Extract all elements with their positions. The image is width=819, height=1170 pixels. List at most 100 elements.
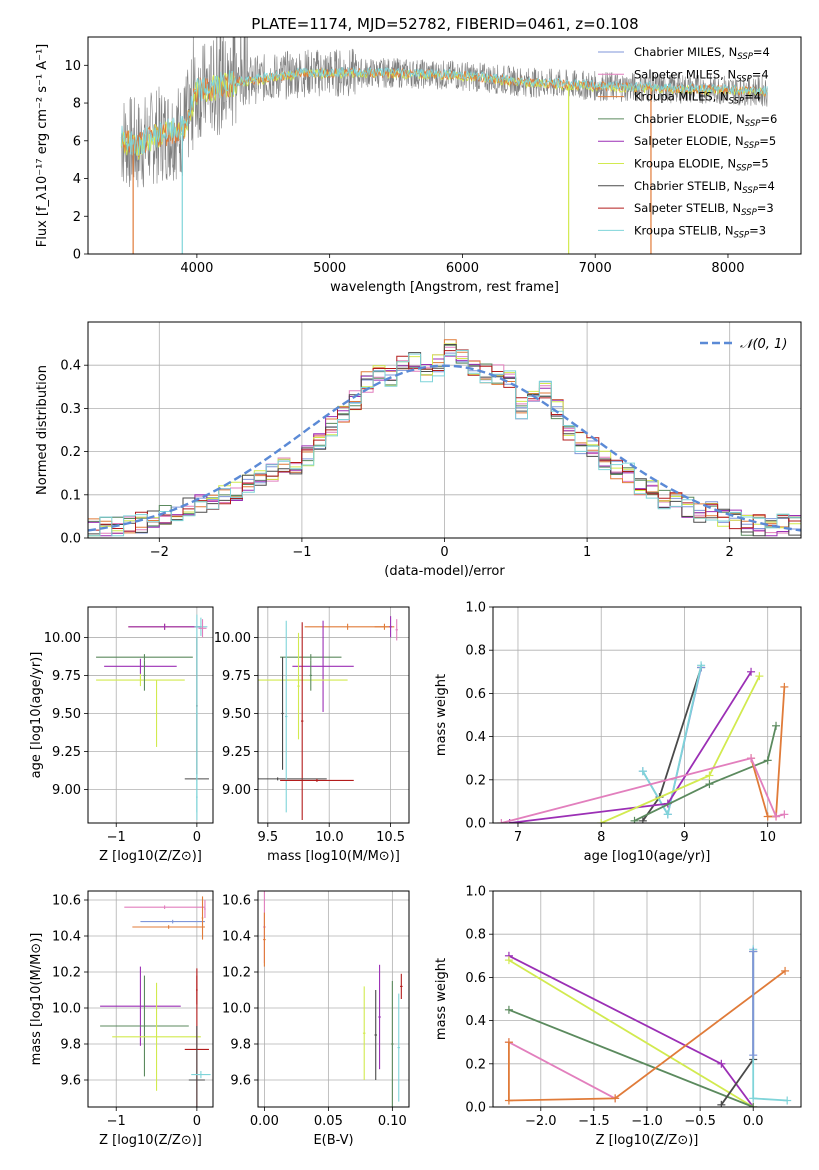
axes-frame [87,606,214,824]
y-tick-label: 9.50 [52,707,81,722]
series-chabrier_elodie [634,725,777,822]
legend-subscript: SSP [736,164,752,174]
y-tick-label: 0.4 [60,359,81,374]
x-tick-label: −1 [107,830,126,845]
x-tick-label: 5000 [313,261,346,276]
legend-value: =3 [749,223,766,237]
legend-label: Kroupa ELODIE, NSSP=5 [634,157,769,174]
series-kroupa_elodie [600,675,761,823]
x-tick-label: 8000 [711,261,744,276]
legend-label: 𝒩(0, 1) [740,337,787,352]
series-salpeter_elodie [509,671,752,823]
legend-label: Chabrier MILES, NSSP=4 [634,45,770,62]
series-kroupa_miles [508,970,786,1102]
y-tick-label: 0.2 [465,1057,486,1072]
y-axis-label: mass [log10(M/M⊙)] [29,933,44,1066]
y-tick-label: 10.00 [214,631,251,646]
x-axis-label: Z [log10(Z/Z⊙)] [99,849,202,864]
axes-frame [87,321,802,539]
y-tick-label: 10.2 [222,966,251,981]
axes-frame [257,606,410,824]
y-tick-label: 0.0 [465,817,486,832]
spectrum-panel: 4000 5000 6000 7000 8000 0 2 4 6 8 10 wavelength [A… [35,36,802,295]
x-tick-label: 7000 [579,261,612,276]
legend-text: Salpeter ELODIE, N [634,134,744,148]
legend-subscript: SSP [734,230,750,240]
legend-text: Chabrier ELODIE, N [634,112,745,126]
y-tick-label: 10.2 [52,966,81,981]
x-tick-label: 0 [193,830,201,845]
model-spectrum-kroupa_stelib [120,66,768,156]
y-tick-label: 9.6 [60,1074,81,1089]
y-tick-label: 9.00 [52,783,81,798]
y-tick-label: 10.4 [222,930,251,945]
legend-label: Salpeter STELIB, NSSP=3 [634,201,774,218]
legend-value: =4 [758,179,775,193]
legend-label: Kroupa MILES, NSSP=4 [634,90,761,107]
legend-value: =5 [752,157,769,171]
y-tick-label: 6 [73,134,81,149]
y-tick-label: 9.6 [230,1074,251,1089]
x-tick-label: −1.5 [578,1114,610,1129]
mass-weight-vs-age-panel: 7 8 9 10 0.0 0.2 0.4 0.6 0.8 1.0 age [log10(age/yr… [434,601,802,864]
y-tick-label: 0.2 [465,773,486,788]
y-tick-label: 1.0 [465,885,486,900]
mass-vs-metallicity-panel: −1 0 9.6 9.8 10.0 10.2 10.4 10.6 Z [log10(Z/Z⊙)]… [29,890,214,1148]
normal-curve [88,364,801,532]
age-vs-metallicity-panel: −1 0 9.00 9.25 9.50 9.75 10.00 Z [log10(Z/Z⊙)] a… [29,606,214,864]
series-chabrier_stelib [720,951,755,1106]
y-tick-label: 9.25 [52,745,81,760]
y-tick-label: 0.3 [60,402,81,417]
y-tick-label: 10.6 [222,894,251,909]
axes-frame [87,36,802,255]
plot-area [258,616,398,820]
y-axis-label: age [log10(age/yr)] [29,652,44,779]
x-tick-label: 0.05 [314,1114,343,1129]
series-salpeter_miles [508,1041,616,1100]
legend-value: =4 [753,45,770,59]
x-tick-label: 0 [440,545,448,560]
legend-text: Chabrier STELIB, N [634,179,742,193]
series-kroupa_stelib [752,949,788,1102]
x-tick-label: 9 [680,830,688,845]
legend-subscript: SSP [745,119,761,129]
y-tick-label: 10.0 [52,1002,81,1017]
x-tick-label: 0.0 [743,1114,764,1129]
x-tick-label: 10 [759,830,776,845]
x-tick-label: 0 [193,1114,201,1129]
residual-histogram-panel: −2 −1 0 1 2 0.0 0.1 0.2 0.3 0.4 (data-model)/error… [35,321,802,579]
y-tick-label: 9.75 [222,669,251,684]
y-tick-label: 9.8 [230,1038,251,1053]
legend-label: Chabrier STELIB, NSSP=4 [634,179,775,196]
legend-text: Salpeter STELIB, N [634,201,741,215]
y-tick-label: 0 [73,248,81,263]
x-tick-label: 0.00 [250,1114,279,1129]
y-tick-label: 0.0 [60,532,81,547]
x-tick-label: 0.10 [378,1114,407,1129]
axes-frame [87,890,214,1108]
y-tick-label: 0.6 [465,687,486,702]
y-tick-label: 2 [73,210,81,225]
x-tick-label: 10.5 [376,830,405,845]
x-axis-label: Z [log10(Z/Z⊙)] [596,1133,699,1148]
legend-text: Chabrier MILES, N [634,45,737,59]
x-tick-label: −0.5 [684,1114,716,1129]
legend-value: =3 [757,201,774,215]
y-axis-label: Normed distribution [35,365,50,495]
axes-frame [492,890,802,1108]
y-tick-label: 0.4 [465,730,486,745]
x-tick-label: 2 [726,545,734,560]
legend-value: =4 [752,67,769,81]
plot-area [96,614,209,820]
x-tick-label: 4000 [180,261,213,276]
legend-text: Kroupa ELODIE, N [634,157,736,171]
series-salpeter_miles [501,757,785,823]
plot-area [100,896,211,1107]
x-axis-label: mass [log10(M/M⊙)] [267,849,400,864]
x-axis-label: (data-model)/error [384,564,505,579]
x-axis-label: E(B-V) [313,1133,353,1148]
x-tick-label: 1 [583,545,591,560]
y-tick-label: 9.25 [222,745,251,760]
legend-subscript: SSP [744,141,760,151]
